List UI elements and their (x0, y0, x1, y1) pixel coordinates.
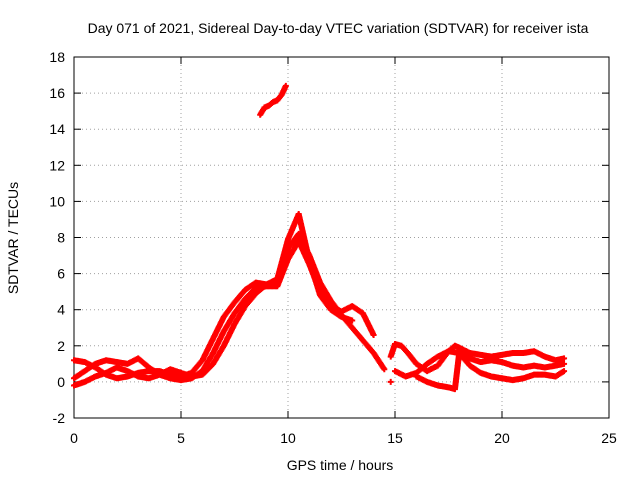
data-point (561, 355, 568, 362)
series-track-6 (413, 350, 568, 393)
data-point (282, 82, 289, 89)
data-point (561, 368, 568, 375)
x-tick-label: 5 (177, 430, 185, 446)
x-tick-labels: 0 5 10 15 20 25 (70, 430, 617, 446)
y-tick-label: 4 (57, 302, 65, 318)
grid-lines (74, 57, 609, 418)
data-point (349, 317, 356, 324)
series-track-3 (71, 211, 356, 389)
data-points (71, 82, 568, 393)
y-tick-label: 0 (57, 374, 65, 390)
data-point (370, 331, 377, 338)
y-tick-label: 6 (57, 266, 65, 282)
x-tick-label: 0 (70, 430, 78, 446)
x-tick-label: 15 (387, 430, 403, 446)
y-tick-label: -2 (53, 410, 66, 426)
x-tick-label: 25 (601, 430, 617, 446)
x-tick-label: 10 (280, 430, 296, 446)
data-point (561, 360, 568, 367)
y-tick-label: 18 (49, 49, 65, 65)
y-tick-label: 2 (57, 338, 65, 354)
series-cluster-high (257, 82, 289, 118)
chart-title: Day 071 of 2021, Sidereal Day-to-day VTE… (88, 20, 589, 36)
y-axis-label: SDTVAR / TECUs (5, 182, 21, 294)
y-tick-label: 8 (57, 230, 65, 246)
axes (73, 56, 610, 419)
series-isolated (387, 378, 394, 385)
y-tick-label: 12 (49, 157, 65, 173)
series-track-1 (71, 230, 388, 382)
plot-frame (73, 56, 610, 419)
data-point (387, 378, 394, 385)
x-tick-label: 20 (494, 430, 510, 446)
x-axis-label: GPS time / hours (287, 457, 394, 473)
y-tick-labels: -2 0 2 4 6 8 10 12 14 16 18 (49, 49, 65, 426)
y-tick-label: 14 (49, 121, 65, 137)
y-tick-label: 16 (49, 85, 65, 101)
y-tick-label: 10 (49, 193, 65, 209)
data-point (381, 366, 388, 373)
